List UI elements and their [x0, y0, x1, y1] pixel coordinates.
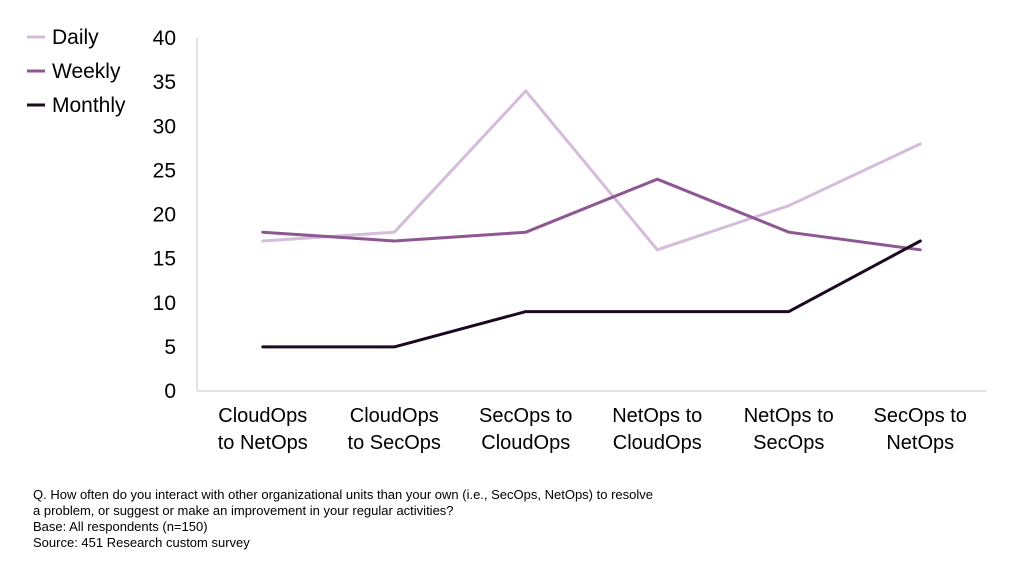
x-category-label-line: NetOps to — [744, 405, 834, 427]
x-category-label-line: to NetOps — [218, 432, 308, 454]
x-axis-categories: CloudOps to NetOps CloudOps to SecOps SecOps… — [218, 405, 967, 454]
y-tick-label-15: 15 — [153, 248, 176, 271]
axes — [196, 38, 986, 392]
x-category-label-6: SecOps to NetOps — [874, 405, 967, 454]
x-category-label-line: CloudOps — [218, 405, 307, 427]
legend: Daily Weekly Monthly — [27, 26, 126, 117]
y-tick-label-5: 5 — [164, 336, 176, 359]
question-text-line-2: a problem, or suggest or make an improve… — [33, 503, 454, 518]
y-tick-label-20: 20 — [153, 204, 176, 227]
x-category-label-5: NetOps to SecOps — [744, 405, 834, 454]
y-axis-ticks: 0 5 10 15 20 25 30 35 40 — [153, 27, 176, 403]
y-tick-label-25: 25 — [153, 159, 176, 182]
x-category-label-line: SecOps to — [874, 405, 967, 427]
x-category-label-line: to SecOps — [348, 432, 441, 454]
line-chart: Daily Weekly Monthly 0 5 10 15 20 25 30 35 40 Clou… — [27, 26, 986, 454]
question-text-line-1: Q. How often do you interact with other … — [33, 487, 653, 502]
x-category-label-4: NetOps to CloudOps — [612, 405, 702, 454]
y-tick-label-40: 40 — [153, 27, 176, 50]
x-category-label-line: NetOps — [886, 432, 954, 454]
y-tick-label-35: 35 — [153, 71, 176, 94]
legend-label-monthly: Monthly — [52, 94, 126, 117]
x-category-label-line: SecOps to — [479, 405, 572, 427]
series-lines — [261, 89, 922, 349]
series-line-monthly — [261, 239, 922, 349]
series-line-daily — [261, 89, 922, 252]
y-tick-label-10: 10 — [153, 292, 176, 315]
series-line-weekly — [261, 177, 922, 252]
legend-label-daily: Daily — [52, 26, 99, 49]
source-text: Source: 451 Research custom survey — [33, 535, 250, 550]
x-category-label-1: CloudOps to NetOps — [218, 405, 308, 454]
footnotes: Q. How often do you interact with other … — [33, 487, 753, 551]
y-tick-label-30: 30 — [153, 115, 176, 138]
x-category-label-line: CloudOps — [613, 432, 702, 454]
base-text: Base: All respondents (n=150) — [33, 519, 208, 534]
x-category-label-line: CloudOps — [350, 405, 439, 427]
x-category-label-line: CloudOps — [481, 432, 570, 454]
x-category-label-line: SecOps — [753, 432, 824, 454]
legend-label-weekly: Weekly — [52, 60, 121, 83]
x-category-label-3: SecOps to CloudOps — [479, 405, 572, 454]
x-category-label-2: CloudOps to SecOps — [348, 405, 441, 454]
y-tick-label-0: 0 — [164, 380, 176, 403]
x-category-label-line: NetOps to — [612, 405, 702, 427]
